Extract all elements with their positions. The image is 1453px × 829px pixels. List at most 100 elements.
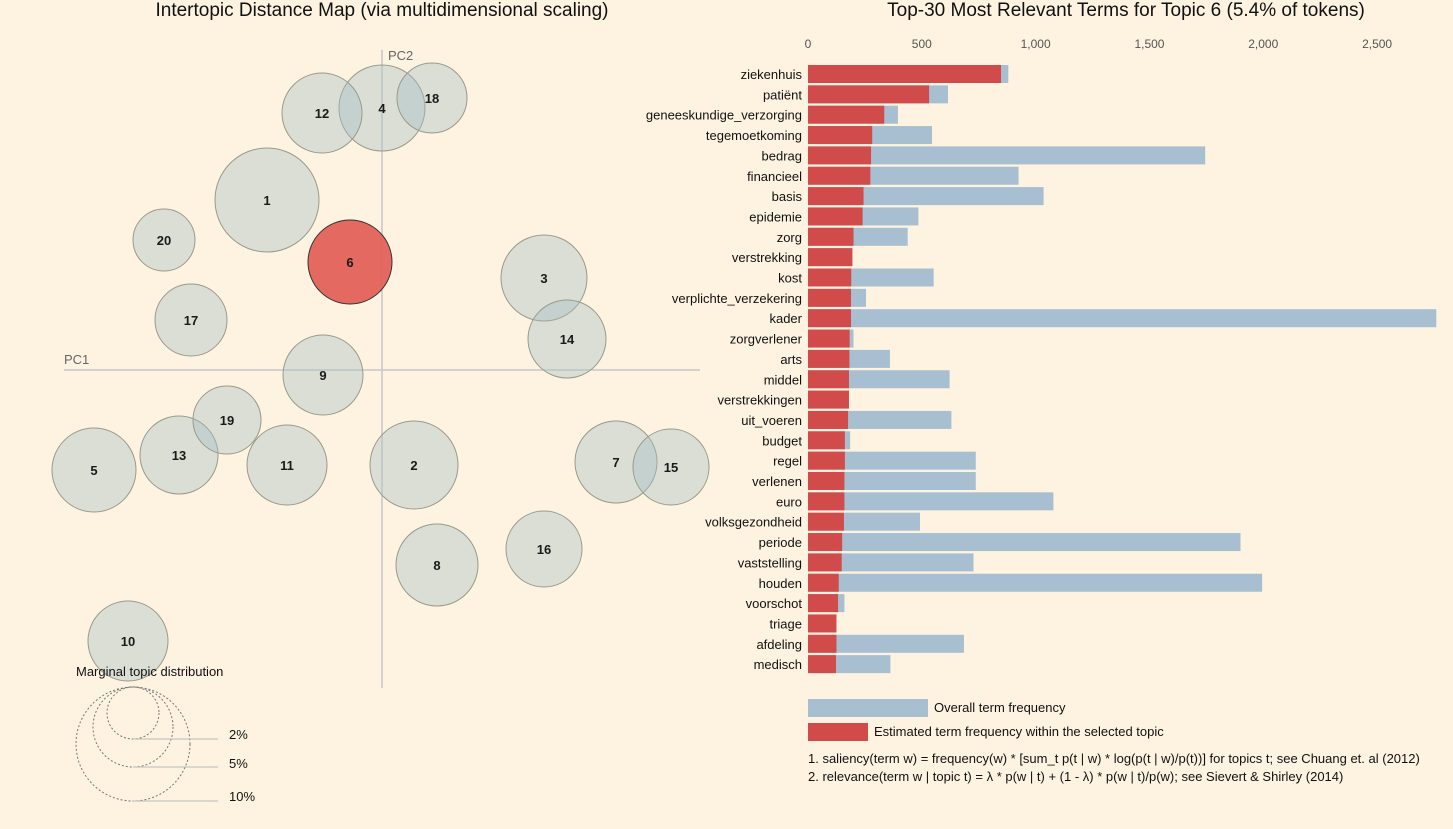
bar-estimated-tegemoetkoming[interactable]: [808, 126, 873, 145]
topic-bubble-1[interactable]: [214, 147, 320, 253]
bar-estimated-zorg[interactable]: [808, 227, 854, 246]
bar-overall-euro[interactable]: [808, 492, 1054, 511]
topic-bubble-4[interactable]: [338, 64, 426, 152]
term-label[interactable]: verstrekkingen: [717, 393, 802, 408]
term-label[interactable]: middel: [764, 372, 802, 387]
bar-overall-bedrag[interactable]: [808, 146, 1206, 165]
term-label[interactable]: patiënt: [763, 87, 802, 102]
bar-overall-afdeling[interactable]: [808, 634, 964, 653]
term-label[interactable]: basis: [772, 189, 803, 204]
term-label[interactable]: tegemoetkoming: [706, 128, 802, 143]
term-label[interactable]: zorgverlener: [730, 332, 803, 347]
bar-estimated-voorschot[interactable]: [808, 594, 839, 613]
marginal-circle-10: [75, 686, 191, 802]
term-label[interactable]: voorschot: [746, 596, 803, 611]
bar-estimated-triage[interactable]: [808, 614, 837, 633]
legend-estimated-label: Estimated term frequency within the sele…: [874, 724, 1164, 739]
term-label[interactable]: houden: [759, 576, 802, 591]
term-label[interactable]: financieel: [747, 169, 802, 184]
bar-overall-kader[interactable]: [808, 309, 1437, 328]
term-label[interactable]: verstrekking: [732, 250, 802, 265]
bar-overall-vaststelling[interactable]: [808, 553, 974, 572]
topic-bubble-3[interactable]: [500, 234, 588, 322]
bar-estimated-arts[interactable]: [808, 349, 850, 368]
topic-bubble-10[interactable]: [87, 600, 169, 682]
bar-estimated-financieel[interactable]: [808, 166, 871, 185]
bar-overall-verlenen[interactable]: [808, 472, 976, 490]
bar-estimated-epidemie[interactable]: [808, 207, 863, 226]
bar-estimated-regel[interactable]: [808, 451, 845, 470]
marginal-circle-2: [106, 686, 160, 740]
topic-bubble-5[interactable]: [51, 427, 137, 513]
term-label[interactable]: kader: [769, 311, 802, 326]
topic-bubble-13[interactable]: [139, 415, 219, 495]
term-label[interactable]: geneeskundige_verzorging: [646, 108, 802, 123]
term-label[interactable]: bedrag: [762, 148, 802, 163]
term-label[interactable]: epidemie: [749, 209, 802, 224]
topic-bubble-6[interactable]: [307, 219, 393, 305]
topic-bubble-9[interactable]: [282, 334, 364, 416]
term-label[interactable]: uit_voeren: [741, 413, 802, 428]
term-label[interactable]: budget: [762, 433, 802, 448]
bar-overall-houden[interactable]: [808, 573, 1263, 592]
bar-estimated-zorgverlener[interactable]: [808, 329, 850, 348]
bar-estimated-patiënt[interactable]: [808, 85, 930, 104]
bar-estimated-kader[interactable]: [808, 309, 852, 328]
x-tick-label: 0: [805, 37, 812, 51]
term-label[interactable]: zorg: [777, 230, 802, 245]
topic-bubble-2[interactable]: [369, 420, 459, 510]
bar-estimated-geneeskundige_verzorging[interactable]: [808, 105, 885, 124]
bar-overall-periode[interactable]: [808, 533, 1241, 552]
topic-bubble-16[interactable]: [505, 510, 583, 588]
term-label[interactable]: triage: [769, 616, 802, 631]
topic-bubble-15[interactable]: [632, 428, 710, 506]
topic-bubble-11[interactable]: [246, 424, 328, 506]
topic-label-11: 11: [280, 458, 294, 473]
term-label[interactable]: arts: [780, 352, 802, 367]
topic-bubble-18[interactable]: [396, 62, 468, 134]
bar-estimated-medisch[interactable]: [808, 655, 836, 674]
bar-overall-basis[interactable]: [808, 187, 1044, 206]
topic-label-2: 2: [410, 458, 417, 473]
term-label[interactable]: volksgezondheid: [705, 515, 802, 530]
bar-estimated-verstrekking[interactable]: [808, 248, 853, 267]
term-label[interactable]: ziekenhuis: [741, 67, 803, 82]
bar-estimated-bedrag[interactable]: [808, 146, 872, 165]
bar-estimated-euro[interactable]: [808, 492, 845, 511]
bar-estimated-verlenen[interactable]: [808, 472, 845, 490]
bar-estimated-verstrekkingen[interactable]: [808, 390, 849, 409]
bar-estimated-verplichte_verzekering[interactable]: [808, 288, 852, 307]
term-label[interactable]: kost: [778, 271, 802, 286]
bar-estimated-periode[interactable]: [808, 533, 843, 552]
term-label[interactable]: euro: [776, 494, 802, 509]
bar-estimated-houden[interactable]: [808, 573, 839, 592]
bar-estimated-basis[interactable]: [808, 187, 864, 206]
term-label[interactable]: regel: [773, 454, 802, 469]
bar-estimated-volksgezondheid[interactable]: [808, 512, 844, 531]
bar-estimated-kost[interactable]: [808, 268, 852, 287]
bar-overall-regel[interactable]: [808, 451, 976, 470]
term-label[interactable]: afdeling: [756, 637, 802, 652]
bar-estimated-uit_voeren[interactable]: [808, 410, 849, 429]
bar-estimated-middel[interactable]: [808, 370, 849, 389]
topic-bubble-19[interactable]: [192, 385, 262, 455]
term-label[interactable]: medisch: [754, 657, 802, 672]
topic-bubble-12[interactable]: [281, 72, 363, 154]
term-label[interactable]: vaststelling: [738, 555, 802, 570]
relevant-terms-chart: Top-30 Most Relevant Terms for Topic 6 (…: [646, 0, 1437, 784]
term-label[interactable]: verlenen: [752, 474, 802, 489]
topic-bubble-8[interactable]: [395, 523, 479, 607]
term-label[interactable]: periode: [759, 535, 802, 550]
topic-bubble-14[interactable]: [527, 299, 607, 379]
topic-bubble-20[interactable]: [132, 208, 196, 272]
bar-estimated-afdeling[interactable]: [808, 634, 837, 653]
bar-estimated-vaststelling[interactable]: [808, 553, 842, 572]
topic-label-3: 3: [540, 271, 547, 286]
bar-estimated-budget[interactable]: [808, 431, 845, 450]
bar-estimated-ziekenhuis[interactable]: [808, 65, 1002, 83]
term-label[interactable]: verplichte_verzekering: [672, 291, 802, 306]
topic-bubble-17[interactable]: [154, 283, 228, 357]
topic-label-16: 16: [537, 542, 551, 557]
